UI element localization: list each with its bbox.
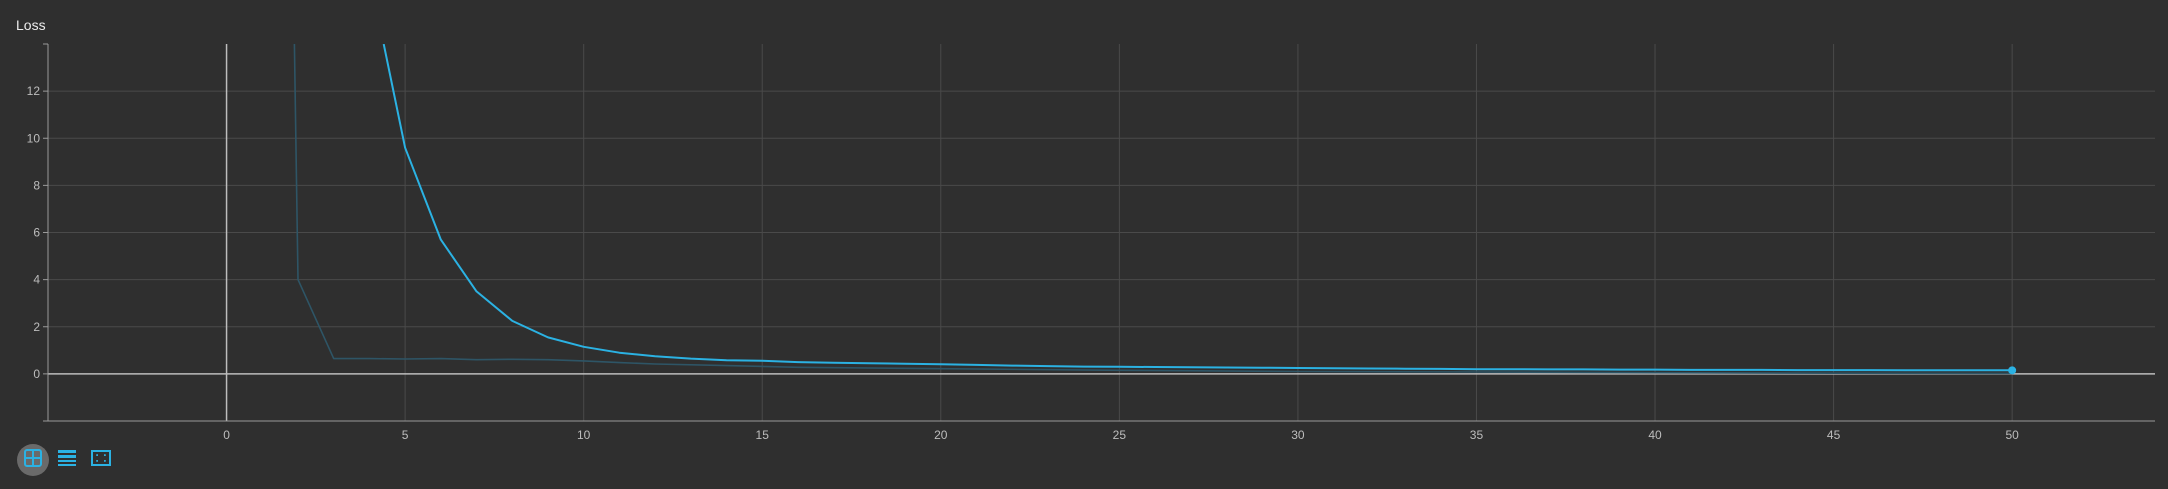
chart-toolbar bbox=[17, 444, 117, 476]
raw-loss-line bbox=[293, 44, 2013, 375]
smoothed-loss-line bbox=[382, 44, 2013, 372]
toggle-data-table-icon bbox=[56, 447, 78, 474]
last-point-marker bbox=[2008, 366, 2017, 375]
x-tick-label: 10 bbox=[577, 428, 591, 442]
y-tick-label: 4 bbox=[33, 273, 40, 287]
series-group bbox=[293, 44, 2013, 375]
x-tick-label: 40 bbox=[1648, 428, 1662, 442]
chart-title: Loss bbox=[16, 17, 46, 33]
x-tick-label: 20 bbox=[934, 428, 948, 442]
x-tick-label: 0 bbox=[223, 428, 230, 442]
x-tick-label: 50 bbox=[2005, 428, 2019, 442]
toggle-data-table-button[interactable] bbox=[51, 444, 83, 476]
x-tick-label: 5 bbox=[402, 428, 409, 442]
x-tick-label: 45 bbox=[1827, 428, 1841, 442]
fit-domain-icon bbox=[90, 447, 112, 474]
x-tick-label: 15 bbox=[756, 428, 770, 442]
toggle-y-axis-log-icon bbox=[22, 447, 44, 474]
y-tick-label: 0 bbox=[33, 367, 40, 381]
x-tick-label: 35 bbox=[1470, 428, 1484, 442]
y-tick-label: 6 bbox=[33, 226, 40, 240]
x-tick-label: 25 bbox=[1113, 428, 1127, 442]
toggle-y-axis-log-button[interactable] bbox=[17, 444, 49, 476]
y-tick-label: 2 bbox=[33, 320, 40, 334]
x-tick-label: 30 bbox=[1291, 428, 1305, 442]
fit-domain-button[interactable] bbox=[85, 444, 117, 476]
y-tick-label: 12 bbox=[27, 84, 41, 98]
y-tick-label: 10 bbox=[27, 131, 41, 145]
y-tick-label: 8 bbox=[33, 178, 40, 192]
